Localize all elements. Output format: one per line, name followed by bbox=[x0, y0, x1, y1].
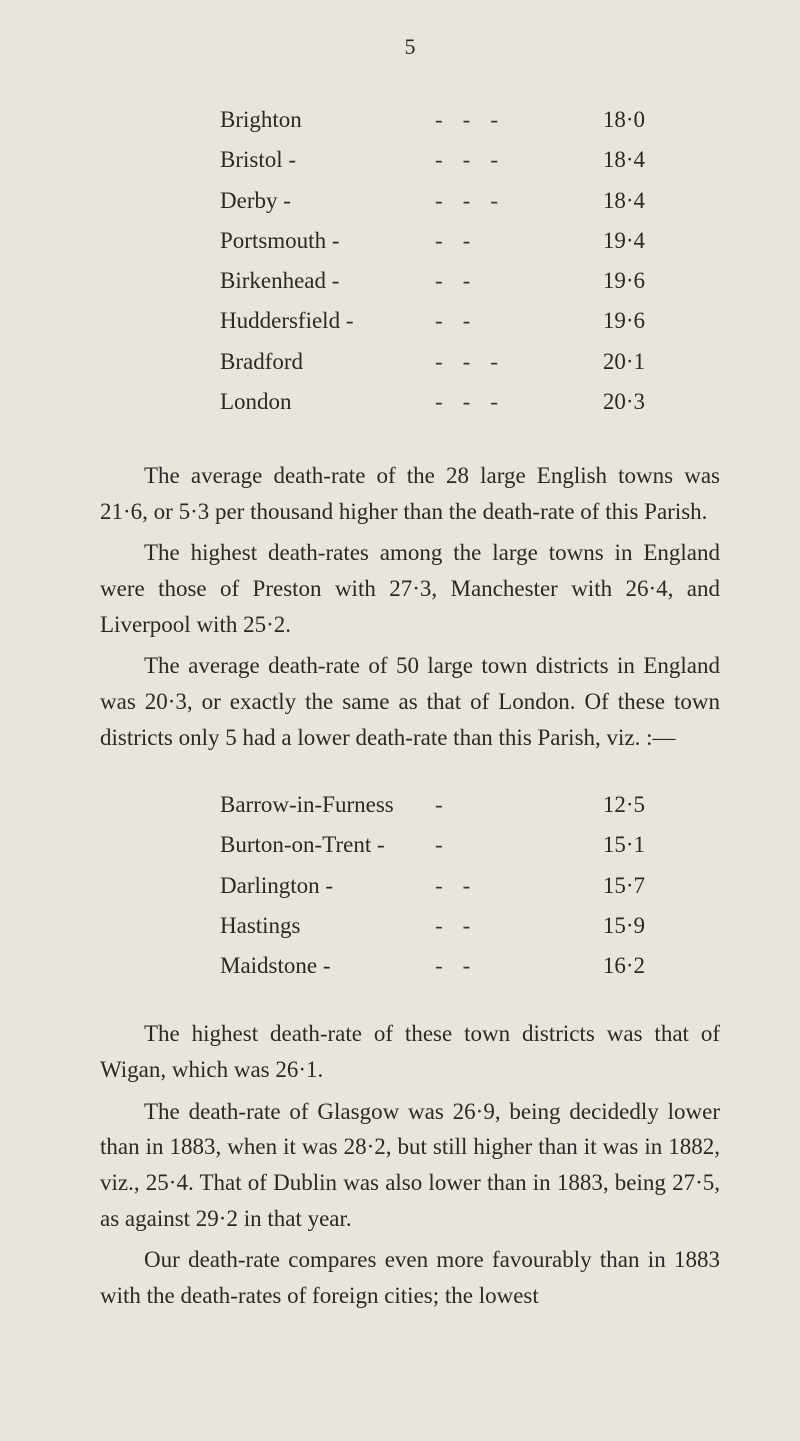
rate-dashes: -- bbox=[435, 301, 565, 341]
rate-value: 16·2 bbox=[565, 946, 645, 986]
death-rate-list-districts: Barrow-in-Furness-12·5Burton-on-Trent --… bbox=[220, 785, 720, 986]
body-paragraph: Our death-rate compares even more favour… bbox=[100, 1242, 720, 1313]
rate-row: Barrow-in-Furness-12·5 bbox=[220, 785, 720, 825]
rate-row: Huddersfield ---19·6 bbox=[220, 301, 720, 341]
rate-town-name: Portsmouth - bbox=[220, 221, 435, 261]
rate-dashes: -- bbox=[435, 946, 565, 986]
rate-dashes: - bbox=[435, 825, 565, 865]
rate-value: 19·6 bbox=[565, 261, 645, 301]
rate-town-name: Maidstone - bbox=[220, 946, 435, 986]
rate-dashes: --- bbox=[435, 100, 565, 140]
rate-row: Darlington ---15·7 bbox=[220, 866, 720, 906]
rate-value: 18·4 bbox=[565, 181, 645, 221]
rate-row: Burton-on-Trent --15·1 bbox=[220, 825, 720, 865]
rate-dashes: --- bbox=[435, 140, 565, 180]
rate-value: 19·4 bbox=[565, 221, 645, 261]
rate-town-name: Brighton bbox=[220, 100, 435, 140]
body-paragraph: The highest death-rate of these town dis… bbox=[100, 1016, 720, 1087]
rate-row: Brighton---18·0 bbox=[220, 100, 720, 140]
rate-town-name: Birkenhead - bbox=[220, 261, 435, 301]
rate-town-name: Barrow-in-Furness bbox=[220, 785, 435, 825]
rate-row: London---20·3 bbox=[220, 382, 720, 422]
rate-dashes: -- bbox=[435, 261, 565, 301]
rate-row: Bristol ----18·4 bbox=[220, 140, 720, 180]
death-rate-list-towns: Brighton---18·0Bristol ----18·4Derby ---… bbox=[220, 100, 720, 422]
body-paragraph: The highest death-rates among the large … bbox=[100, 535, 720, 642]
rate-value: 15·7 bbox=[565, 866, 645, 906]
rate-value: 12·5 bbox=[565, 785, 645, 825]
rate-town-name: London bbox=[220, 382, 435, 422]
body-paragraph: The death-rate of Glasgow was 26·9, bein… bbox=[100, 1094, 720, 1237]
rate-row: Derby ----18·4 bbox=[220, 181, 720, 221]
rate-dashes: -- bbox=[435, 906, 565, 946]
rate-row: Portsmouth ---19·4 bbox=[220, 221, 720, 261]
rate-town-name: Huddersfield - bbox=[220, 301, 435, 341]
rate-value: 15·1 bbox=[565, 825, 645, 865]
body-paragraph: The average death-rate of 50 large town … bbox=[100, 648, 720, 755]
rate-dashes: - bbox=[435, 785, 565, 825]
rate-dashes: -- bbox=[435, 221, 565, 261]
rate-dashes: --- bbox=[435, 382, 565, 422]
rate-dashes: -- bbox=[435, 866, 565, 906]
rate-town-name: Hastings bbox=[220, 906, 435, 946]
rate-town-name: Bristol - bbox=[220, 140, 435, 180]
rate-value: 15·9 bbox=[565, 906, 645, 946]
rate-town-name: Burton-on-Trent - bbox=[220, 825, 435, 865]
rate-town-name: Bradford bbox=[220, 342, 435, 382]
rate-row: Bradford---20·1 bbox=[220, 342, 720, 382]
rate-dashes: --- bbox=[435, 181, 565, 221]
body-paragraph: The average death-rate of the 28 large E… bbox=[100, 458, 720, 529]
page-number: 5 bbox=[100, 30, 720, 64]
rate-value: 18·4 bbox=[565, 140, 645, 180]
rate-dashes: --- bbox=[435, 342, 565, 382]
rate-value: 20·1 bbox=[565, 342, 645, 382]
document-page: 5 Brighton---18·0Bristol ----18·4Derby -… bbox=[0, 0, 800, 1360]
rate-row: Birkenhead ---19·6 bbox=[220, 261, 720, 301]
rate-row: Maidstone ---16·2 bbox=[220, 946, 720, 986]
rate-town-name: Derby - bbox=[220, 181, 435, 221]
rate-value: 19·6 bbox=[565, 301, 645, 341]
rate-row: Hastings--15·9 bbox=[220, 906, 720, 946]
rate-value: 18·0 bbox=[565, 100, 645, 140]
rate-town-name: Darlington - bbox=[220, 866, 435, 906]
rate-value: 20·3 bbox=[565, 382, 645, 422]
